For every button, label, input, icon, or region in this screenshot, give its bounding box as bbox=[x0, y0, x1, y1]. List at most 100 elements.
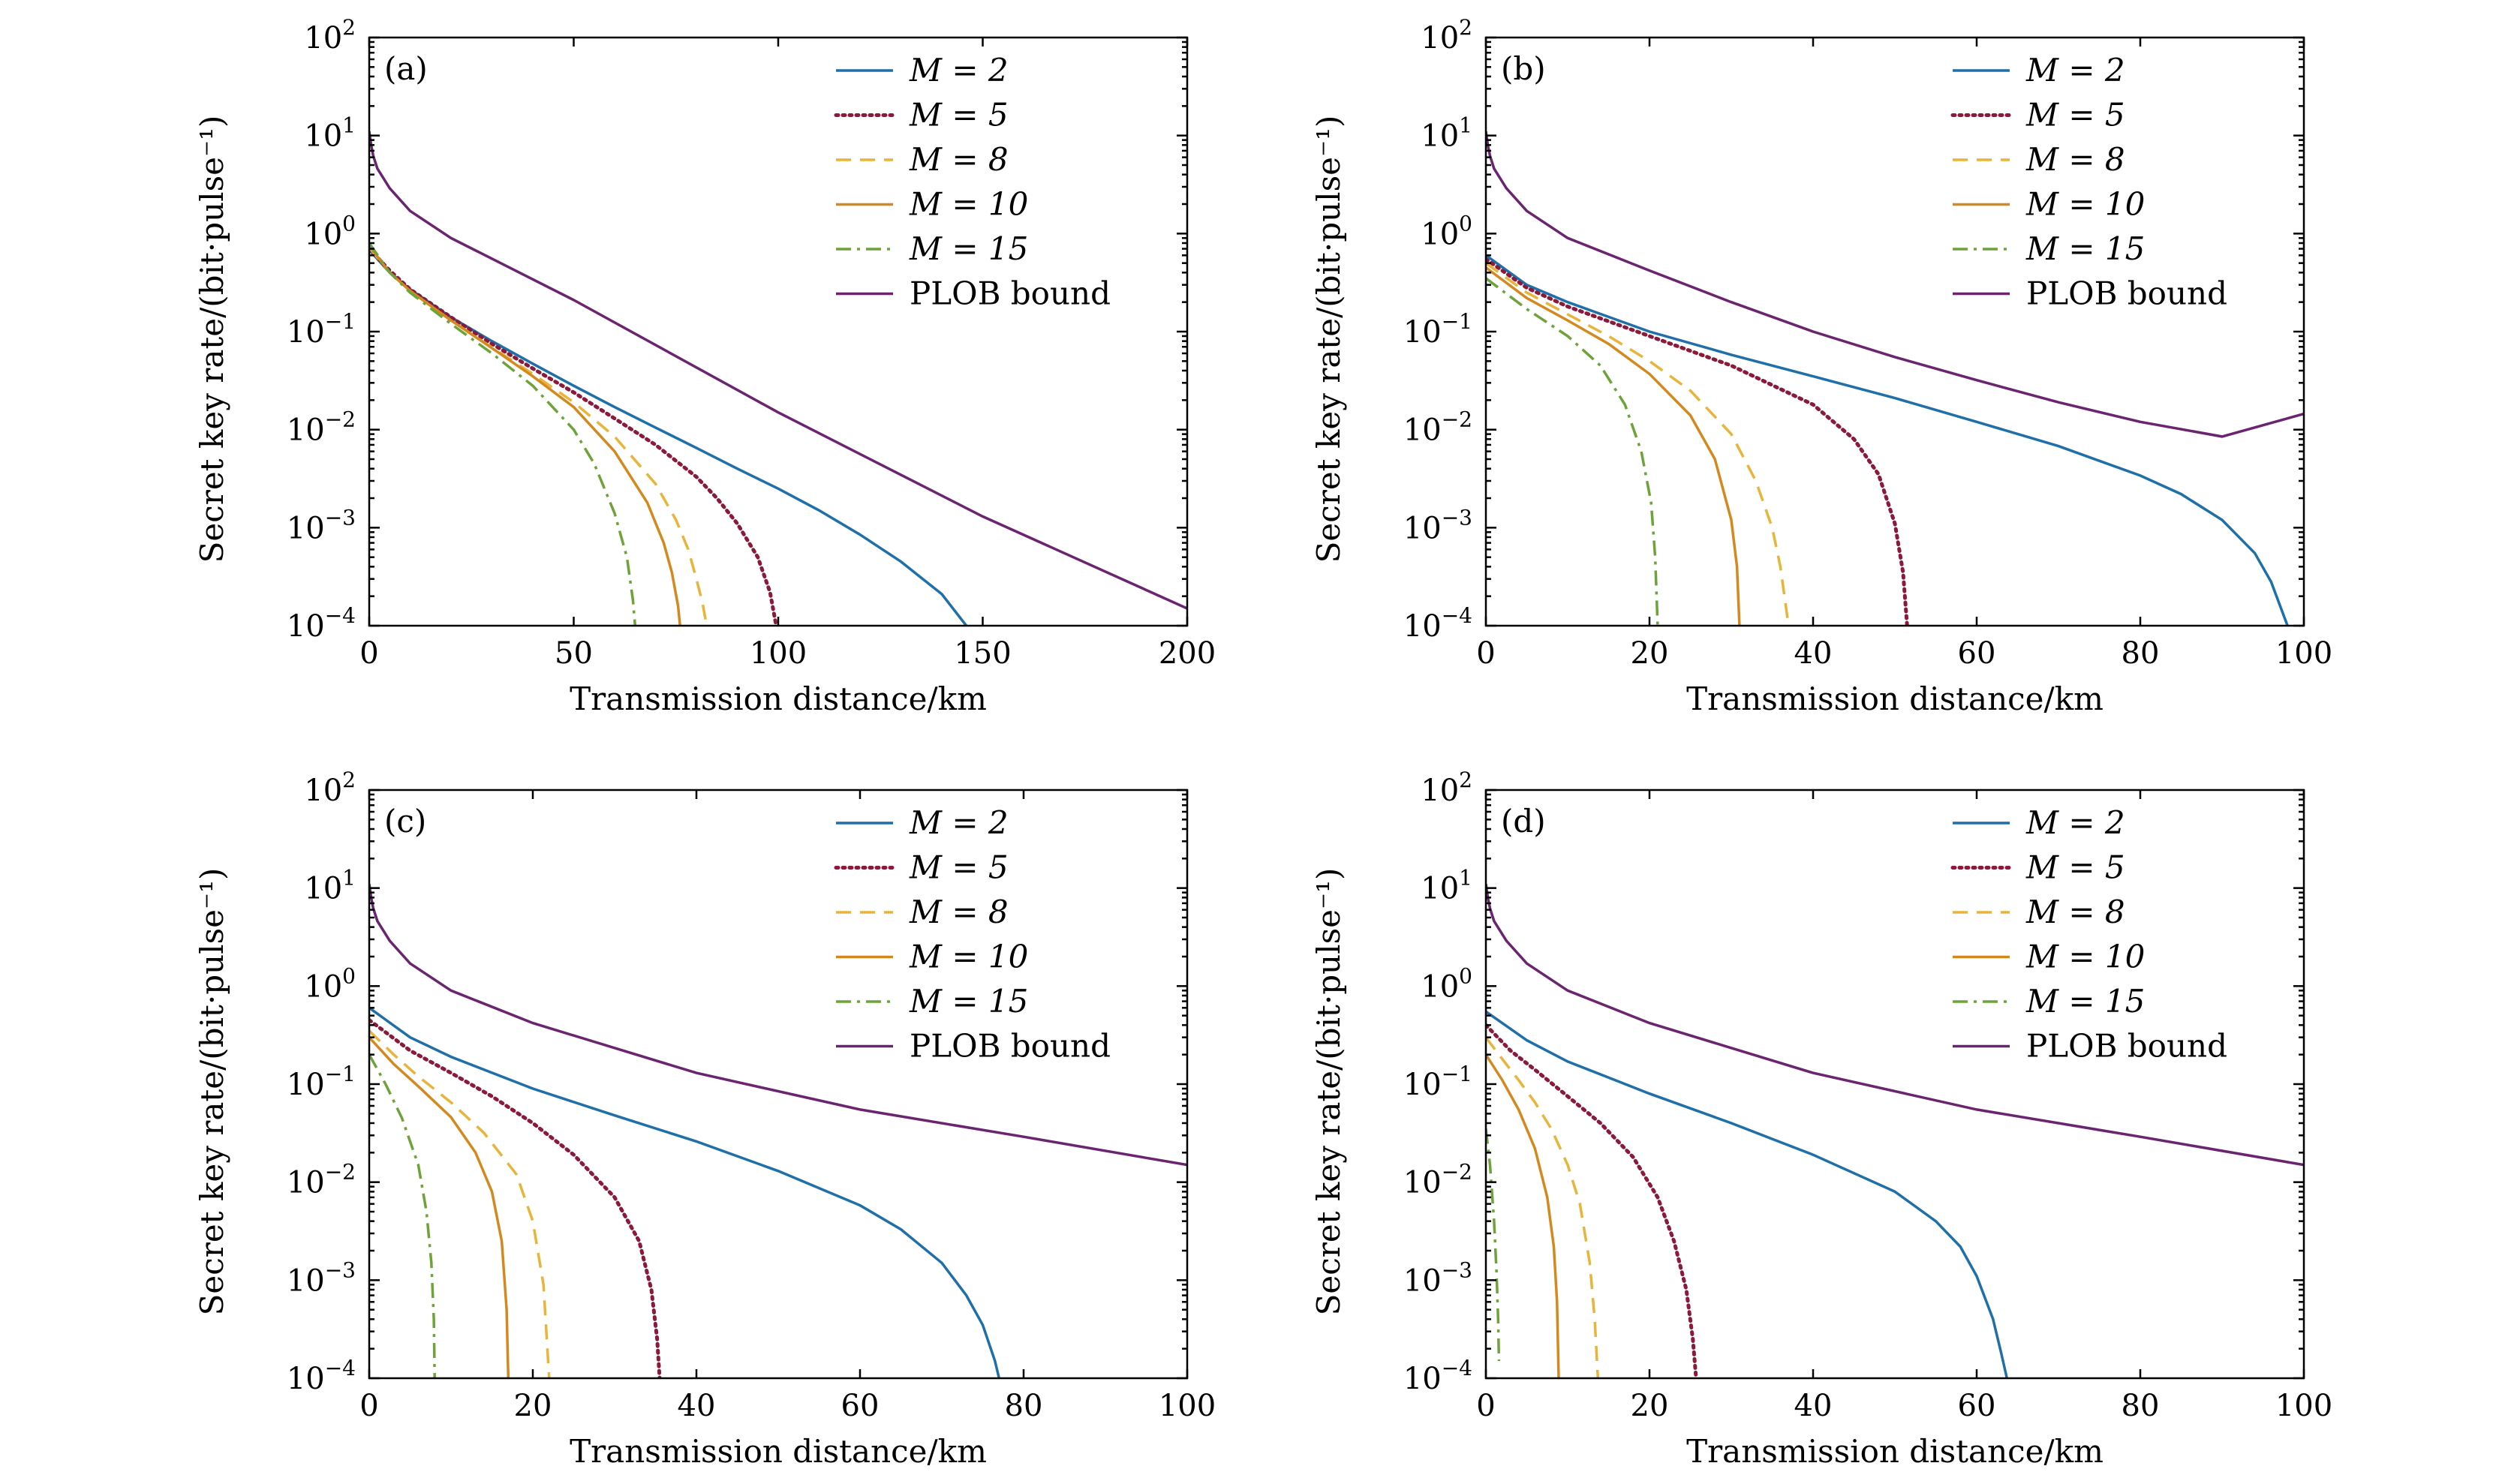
series-line-m8 bbox=[1486, 1036, 1600, 1378]
x-tick-label: 100 bbox=[2275, 1389, 2332, 1423]
y-tick-base: 10 bbox=[304, 872, 342, 906]
y-tick-base: 10 bbox=[304, 969, 342, 1004]
x-tick-label: 60 bbox=[1958, 636, 1996, 671]
x-axis-label: Transmission distance/km bbox=[1686, 1433, 2104, 1470]
x-tick-label: 150 bbox=[954, 636, 1011, 671]
series-line-m10 bbox=[369, 245, 681, 626]
x-axis-label: Transmission distance/km bbox=[570, 680, 987, 717]
series-line-m15 bbox=[369, 242, 637, 626]
y-tick-base: 10 bbox=[287, 609, 325, 644]
legend-label-m8: M = 8 bbox=[2025, 141, 2125, 178]
y-tick-exponent: −4 bbox=[1442, 1356, 1472, 1380]
y-tick-label: 10−2 bbox=[1403, 407, 1472, 448]
y-tick-base: 10 bbox=[1421, 21, 1459, 56]
y-tick-label: 101 bbox=[304, 113, 356, 154]
y-tick-exponent: −1 bbox=[325, 1062, 356, 1086]
y-tick-base: 10 bbox=[1421, 774, 1459, 808]
series-line-plob bbox=[369, 131, 1187, 610]
legend-label-plob: PLOB bound bbox=[2026, 275, 2227, 312]
panel-label: (b) bbox=[1501, 50, 1546, 87]
series-line-m10 bbox=[1486, 1053, 1560, 1378]
y-tick-base: 10 bbox=[287, 1263, 325, 1298]
y-tick-base: 10 bbox=[304, 217, 342, 251]
legend-label-m2: M = 2 bbox=[909, 52, 1009, 89]
legend-label-m15: M = 15 bbox=[909, 230, 1028, 267]
legend-label-m2: M = 2 bbox=[2025, 804, 2125, 841]
x-tick-label: 0 bbox=[1476, 1389, 1495, 1423]
x-tick-label: 0 bbox=[1476, 636, 1495, 671]
x-tick-label: 40 bbox=[678, 1389, 716, 1423]
y-tick-label: 10−4 bbox=[287, 1356, 356, 1396]
chart-panel-c: 0 20 40 60 80 10010−410−310−210−1100101102Tra… bbox=[194, 768, 1216, 1470]
series-line-m15 bbox=[1486, 1128, 1501, 1362]
series-line-m2 bbox=[369, 1006, 1001, 1378]
legend-label-m15: M = 15 bbox=[909, 983, 1028, 1020]
y-tick-label: 10−4 bbox=[1403, 603, 1472, 644]
x-tick-label: 20 bbox=[514, 1389, 552, 1423]
x-tick-label: 80 bbox=[2122, 1389, 2160, 1423]
x-tick-label: 40 bbox=[1794, 636, 1833, 671]
y-tick-base: 10 bbox=[304, 774, 342, 808]
series-group bbox=[369, 884, 1187, 1378]
y-axis-label: Secret key rate/(bit·pulse⁻¹) bbox=[194, 116, 230, 563]
x-tick-label: 40 bbox=[1794, 1389, 1833, 1423]
series-line-m10 bbox=[369, 1036, 510, 1378]
x-axis-label: Transmission distance/km bbox=[1686, 680, 2104, 717]
y-tick-base: 10 bbox=[304, 21, 342, 56]
series-line-m5 bbox=[1486, 257, 1909, 626]
y-tick-base: 10 bbox=[1421, 119, 1459, 154]
y-tick-label: 100 bbox=[1421, 963, 1472, 1004]
y-tick-exponent: 2 bbox=[342, 15, 356, 40]
plot-frame bbox=[368, 789, 1189, 1380]
plot-frame bbox=[1484, 789, 2305, 1380]
panel-label: (d) bbox=[1501, 803, 1546, 840]
legend-label-m5: M = 5 bbox=[2025, 849, 2125, 886]
y-tick-label: 10−1 bbox=[287, 1062, 356, 1102]
y-tick-exponent: −1 bbox=[1442, 1062, 1472, 1086]
chart-panel-a: 0 50 100 150 20010−410−310−210−1100101102Tra… bbox=[194, 15, 1216, 717]
y-tick-label: 101 bbox=[304, 866, 356, 906]
legend: M = 2 M = 5 M = 8 M = 10 M = 15 PLOB bound bbox=[834, 804, 1111, 1065]
x-tick-label: 0 bbox=[359, 636, 378, 671]
series-line-m2 bbox=[1486, 254, 2289, 626]
series-line-m15 bbox=[1486, 277, 1659, 626]
legend-label-m15: M = 15 bbox=[2025, 230, 2145, 267]
y-tick-label: 102 bbox=[1421, 768, 1472, 808]
x-tick-label: 0 bbox=[359, 1389, 378, 1423]
y-tick-exponent: −4 bbox=[1442, 603, 1472, 628]
y-tick-exponent: −3 bbox=[1442, 1257, 1472, 1282]
y-tick-base: 10 bbox=[287, 1166, 325, 1200]
y-tick-exponent: 0 bbox=[342, 211, 356, 236]
y-tick-exponent: 1 bbox=[1459, 113, 1472, 138]
y-tick-exponent: −3 bbox=[325, 505, 356, 530]
x-tick-label: 20 bbox=[1631, 636, 1669, 671]
x-tick-label: 200 bbox=[1159, 636, 1216, 671]
y-tick-base: 10 bbox=[287, 1068, 325, 1102]
y-tick-base: 10 bbox=[287, 511, 325, 545]
y-tick-label: 100 bbox=[304, 963, 356, 1004]
y-axis-label: Secret key rate/(bit·pulse⁻¹) bbox=[1310, 116, 1347, 563]
x-tick-label: 80 bbox=[1005, 1389, 1043, 1423]
chart-panel-b: 0 20 40 60 80 10010−410−310−210−1100101102Tra… bbox=[1310, 15, 2332, 717]
y-tick-exponent: −2 bbox=[325, 407, 356, 432]
y-tick-base: 10 bbox=[1403, 1068, 1442, 1102]
y-tick-exponent: −1 bbox=[325, 309, 356, 334]
y-tick-label: 101 bbox=[1421, 866, 1472, 906]
y-tick-base: 10 bbox=[1403, 315, 1442, 350]
legend-label-m8: M = 8 bbox=[909, 894, 1009, 930]
series-line-m5 bbox=[1486, 1023, 1698, 1378]
series-group bbox=[369, 131, 1187, 626]
y-tick-exponent: 1 bbox=[1459, 866, 1472, 891]
legend-label-m10: M = 10 bbox=[909, 939, 1028, 975]
x-tick-label: 100 bbox=[750, 636, 807, 671]
x-tick-label: 100 bbox=[1159, 1389, 1216, 1423]
y-tick-label: 102 bbox=[1421, 15, 1472, 56]
y-tick-label: 10−3 bbox=[1403, 505, 1472, 545]
y-tick-label: 102 bbox=[304, 768, 356, 808]
x-tick-label: 20 bbox=[1631, 1389, 1669, 1423]
y-tick-label: 100 bbox=[1421, 211, 1472, 251]
legend-label-m5: M = 5 bbox=[2025, 97, 2125, 134]
x-axis-label: Transmission distance/km bbox=[570, 1433, 987, 1470]
x-tick-label: 100 bbox=[2275, 636, 2332, 671]
